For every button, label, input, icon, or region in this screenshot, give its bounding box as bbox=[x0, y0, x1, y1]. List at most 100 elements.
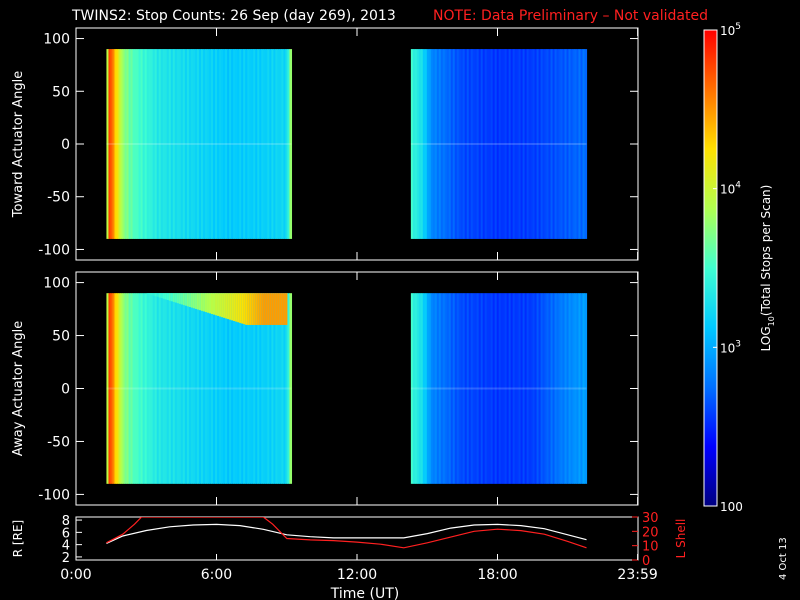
heatmap-cell bbox=[492, 49, 496, 239]
heatmap-cell bbox=[506, 49, 510, 239]
heatmap-cell bbox=[568, 293, 572, 484]
heatmap-cell bbox=[434, 293, 438, 484]
heatmap-cell bbox=[178, 293, 182, 484]
heatmap-cell bbox=[160, 293, 164, 484]
y-tick-label: 100 bbox=[43, 276, 70, 292]
heatmap-cell bbox=[460, 49, 464, 239]
heatmap-cell bbox=[516, 293, 520, 484]
heatmap-cell bbox=[196, 293, 200, 484]
heatmap-cell bbox=[498, 293, 502, 484]
heatmap-enhancement-cell bbox=[192, 293, 196, 309]
heatmap-enhancement-cell bbox=[235, 293, 238, 322]
heatmap-cell bbox=[480, 293, 484, 484]
heatmap-enhancement-cell bbox=[245, 293, 248, 325]
heatmap-cell bbox=[548, 49, 552, 239]
heatmap-cell bbox=[273, 49, 276, 239]
heatmap-cell bbox=[208, 293, 212, 484]
colorbar-label-part: LOG bbox=[759, 326, 773, 351]
heatmap-cell bbox=[438, 49, 442, 239]
heatmap-cell bbox=[283, 293, 286, 484]
heatmap-cell bbox=[506, 293, 510, 484]
heatmap-enhancement-cell bbox=[237, 293, 240, 323]
heatmap-enhancement-cell bbox=[263, 293, 266, 325]
colorbar-tick-base: 10 bbox=[720, 341, 735, 355]
heatmap-cell bbox=[140, 293, 144, 484]
y-axis-label: R [RE] bbox=[11, 520, 25, 557]
heatmap-cell bbox=[582, 293, 586, 484]
heatmap-enhancement-cell bbox=[172, 293, 176, 302]
zero-angle-band bbox=[410, 387, 587, 390]
heatmap-cell bbox=[140, 49, 144, 239]
heatmap-enhancement-cell bbox=[190, 293, 194, 308]
y-tick-label: -100 bbox=[38, 487, 70, 503]
chart-title: TWINS2: Stop Counts: 26 Sep (day 269), 2… bbox=[71, 8, 708, 24]
y-axis-label: Toward Actuator Angle bbox=[11, 71, 26, 218]
heatmap-cell bbox=[146, 293, 150, 484]
heatmap-enhancement-cell bbox=[241, 293, 244, 324]
heatmap-cell bbox=[416, 49, 420, 239]
heatmap-cell bbox=[130, 293, 134, 484]
heatmap-cell bbox=[124, 49, 128, 239]
heatmap-cell bbox=[162, 49, 166, 239]
heatmap-enhancement-cell bbox=[285, 293, 289, 325]
colorbar-frame bbox=[703, 29, 718, 507]
heatmap-cell bbox=[249, 49, 252, 239]
heatmap-cell bbox=[108, 293, 112, 484]
heatmap-cell bbox=[261, 49, 264, 239]
heatmap-cell bbox=[514, 293, 518, 484]
heatmap-cell bbox=[410, 49, 414, 239]
heatmap-cell bbox=[582, 49, 586, 239]
heatmap-cell bbox=[528, 49, 532, 239]
heatmap-cell bbox=[420, 293, 424, 484]
heatmap-cell bbox=[233, 49, 236, 239]
heatmap-cell bbox=[484, 293, 488, 484]
heatmap-enhancement-cell bbox=[152, 293, 156, 296]
heatmap-cell bbox=[478, 293, 482, 484]
heatmap-cell bbox=[554, 49, 558, 239]
heatmap-cell bbox=[237, 293, 240, 484]
heatmap-cell bbox=[550, 49, 554, 239]
heatmap-enhancement-cell bbox=[259, 293, 262, 325]
heatmap-enhancement-cell bbox=[213, 293, 216, 315]
y-tick-label: 50 bbox=[52, 84, 70, 100]
heatmap-segment bbox=[410, 49, 588, 239]
heatmap-cell bbox=[144, 49, 148, 239]
heatmap-cell bbox=[542, 49, 546, 239]
heatmap-cell bbox=[271, 49, 274, 239]
heatmap-cell bbox=[215, 49, 218, 239]
heatmap-enhancement-cell bbox=[255, 293, 258, 325]
heatmap-cell bbox=[426, 49, 430, 239]
heatmap-enhancement-cell bbox=[168, 293, 172, 301]
heatmap-cell bbox=[576, 293, 580, 484]
heatmap-cell bbox=[198, 49, 202, 239]
heatmap-cell bbox=[200, 49, 204, 239]
y-tick-label: -50 bbox=[47, 190, 70, 206]
heatmap-cell bbox=[166, 49, 170, 239]
heatmap-cell bbox=[504, 293, 508, 484]
heatmap-cell bbox=[440, 293, 444, 484]
heatmap-cell bbox=[112, 49, 116, 239]
heatmap-cell bbox=[263, 293, 266, 484]
heatmap-cell bbox=[130, 49, 134, 239]
heatmap-cell bbox=[281, 49, 284, 239]
heatmap-cell bbox=[482, 49, 486, 239]
heatmap-cell bbox=[287, 49, 291, 239]
heatmap-cell bbox=[136, 293, 140, 484]
heatmap-enhancement-cell bbox=[178, 293, 182, 304]
heatmap-cell bbox=[225, 293, 228, 484]
heatmap-cell bbox=[213, 49, 216, 239]
heatmap-enhancement-cell bbox=[225, 293, 228, 319]
heatmap-cell bbox=[532, 293, 536, 484]
heatmap-cell bbox=[285, 293, 289, 484]
heatmap-cell bbox=[237, 49, 240, 239]
heatmap-cell bbox=[176, 49, 180, 239]
heatmap-cell bbox=[500, 293, 504, 484]
heatmap-cell bbox=[482, 293, 486, 484]
heatmap-cell bbox=[472, 293, 476, 484]
heatmap-cell bbox=[502, 293, 506, 484]
heatmap-cell bbox=[490, 49, 494, 239]
heatmap-cell bbox=[261, 293, 264, 484]
heatmap-cell bbox=[448, 293, 452, 484]
